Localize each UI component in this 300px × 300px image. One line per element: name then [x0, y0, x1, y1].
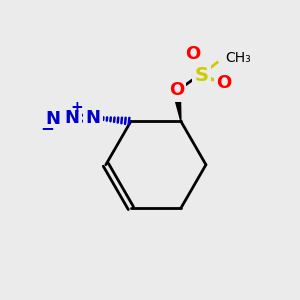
Text: O: O: [169, 82, 184, 100]
Text: O: O: [216, 74, 231, 92]
Text: N: N: [45, 110, 60, 128]
Polygon shape: [173, 90, 181, 122]
Text: N: N: [64, 109, 80, 127]
Text: +: +: [70, 100, 83, 115]
Text: S: S: [194, 66, 208, 85]
Text: −: −: [40, 118, 55, 136]
Text: N: N: [85, 110, 100, 128]
Text: O: O: [185, 45, 200, 63]
Text: CH₃: CH₃: [225, 51, 251, 65]
